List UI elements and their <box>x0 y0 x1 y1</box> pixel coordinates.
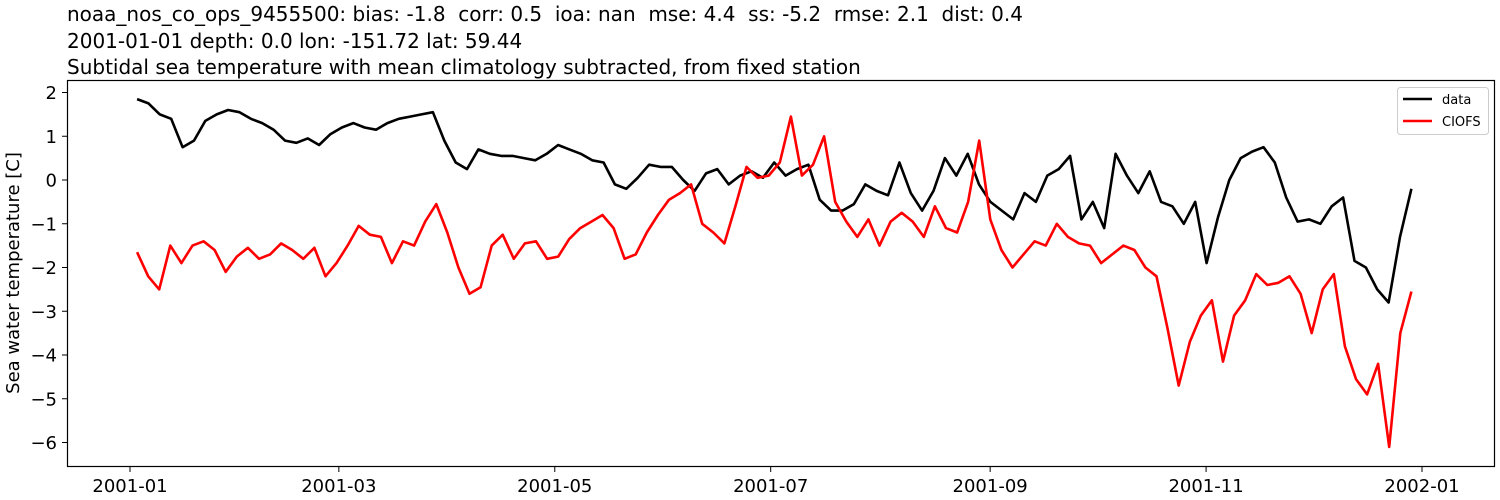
y-axis-label: Sea water temperature [C] <box>3 152 24 394</box>
x-tick-label: 2001-01 <box>92 476 167 497</box>
x-tick-label: 2001-03 <box>301 476 376 497</box>
y-tick-label: 1 <box>46 127 57 148</box>
y-tick-label: 0 <box>46 171 57 192</box>
y-tick-label: −2 <box>30 258 57 279</box>
chart-title-location: 2001-01-01 depth: 0.0 lon: -151.72 lat: … <box>67 29 523 53</box>
y-tick-label: 2 <box>46 83 57 104</box>
series-line-data <box>136 97 1413 304</box>
y-tick-label: −6 <box>30 433 57 454</box>
x-tick-label: 2001-11 <box>1168 476 1243 497</box>
legend-label-data: data <box>1442 93 1471 108</box>
y-axis: 2 1 0 −1 −2 −3 −4 −5 −6 <box>30 83 68 454</box>
y-tick-label: −5 <box>30 389 57 410</box>
plot-frame <box>66 79 1496 468</box>
y-tick-label: −4 <box>30 346 57 367</box>
legend-label-ciofs: CIOFS <box>1442 115 1481 130</box>
x-tick-label: 2001-05 <box>517 476 592 497</box>
series-layer <box>135 97 1413 449</box>
x-tick-label: 2001-07 <box>733 476 808 497</box>
legend: data CIOFS <box>1397 87 1489 135</box>
chart-title-description: Subtidal sea temperature with mean clima… <box>67 55 861 79</box>
x-tick-label: 2001-09 <box>953 476 1028 497</box>
x-axis: 2001-01 2001-03 2001-05 2001-07 2001-09 2001-… <box>92 466 1460 497</box>
series-line-ciofs <box>135 115 1413 449</box>
x-tick-label: 2002-01 <box>1384 476 1459 497</box>
chart-title-stats: noaa_nos_co_ops_9455500: bias: -1.8 corr… <box>67 2 1023 26</box>
y-tick-label: −1 <box>30 214 57 235</box>
y-tick-label: −3 <box>30 302 57 323</box>
